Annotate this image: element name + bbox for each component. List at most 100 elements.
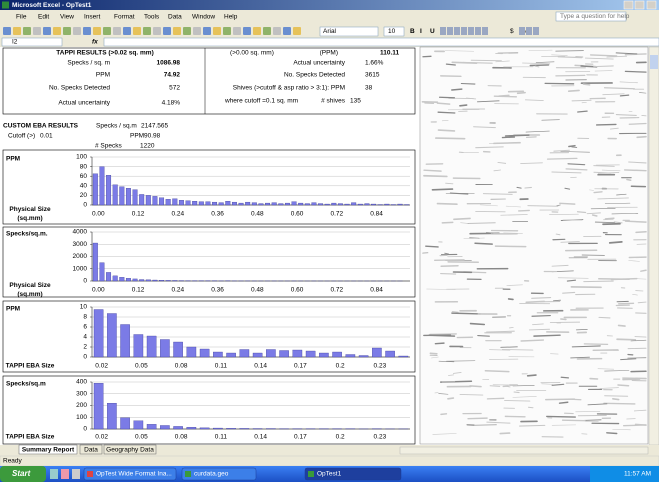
toolbar-icon[interactable] — [73, 27, 81, 35]
toolbar-icon[interactable] — [468, 27, 474, 35]
toolbar-icon[interactable] — [103, 27, 111, 35]
minimize-button[interactable] — [624, 1, 633, 9]
format-button[interactable]: U — [430, 28, 435, 35]
toolbar-icon[interactable] — [123, 27, 131, 35]
x-tick-label: 0.17 — [294, 434, 307, 441]
x-tick-label: 0.11 — [215, 363, 228, 370]
x-tick-label: 0.2 — [336, 434, 345, 441]
speck — [528, 375, 536, 376]
toolbar-icon[interactable] — [213, 27, 221, 35]
toolbar-icon[interactable] — [482, 27, 488, 35]
toolbar-icon[interactable] — [233, 27, 241, 35]
menu-item[interactable]: Edit — [38, 14, 49, 21]
scroll-thumb[interactable] — [650, 55, 658, 69]
formula-input[interactable] — [104, 38, 659, 46]
toolbar-icon[interactable] — [193, 27, 201, 35]
y-tick-label: 200 — [76, 402, 87, 409]
task-label: OpTest Wide Format Ina... — [96, 471, 172, 478]
toolbar-icon[interactable] — [519, 27, 525, 35]
quick-launch[interactable] — [61, 469, 69, 479]
toolbar-icon[interactable] — [93, 27, 101, 35]
toolbar-icon[interactable] — [283, 27, 291, 35]
speck — [603, 224, 620, 225]
speck — [613, 399, 619, 400]
toolbar-icon[interactable] — [63, 27, 71, 35]
y-tick-label: 4 — [83, 334, 87, 341]
close-button[interactable] — [647, 1, 656, 9]
menu-item[interactable]: View — [60, 14, 74, 21]
format-button[interactable]: I — [420, 28, 422, 35]
speck — [563, 292, 575, 293]
bar — [146, 280, 151, 281]
x-axis-title: Physical Size — [9, 206, 51, 213]
toolbar-icon[interactable] — [163, 27, 171, 35]
menu-item[interactable]: Data — [168, 14, 182, 21]
name-box[interactable] — [2, 38, 62, 46]
bar — [113, 185, 118, 205]
toolbar-icon[interactable] — [143, 27, 151, 35]
menu-item[interactable]: Window — [192, 14, 215, 21]
toolbar-icon[interactable] — [533, 27, 539, 35]
bar — [94, 310, 103, 358]
quick-launch[interactable] — [50, 469, 58, 479]
speck — [432, 189, 452, 190]
toolbar-icon[interactable] — [133, 27, 141, 35]
clock: 11:57 AM — [624, 471, 651, 478]
speck — [468, 418, 487, 419]
toolbar-icon[interactable] — [273, 27, 281, 35]
speck — [618, 385, 629, 386]
toolbar-icon[interactable] — [83, 27, 91, 35]
maximize-button[interactable] — [635, 1, 644, 9]
all-label: Actual uncertainty — [293, 60, 345, 67]
menu-item[interactable]: Insert — [84, 14, 100, 21]
format-button[interactable]: $ — [510, 28, 514, 35]
bar — [240, 428, 249, 429]
toolbar-icon[interactable] — [153, 27, 161, 35]
toolbar-icon[interactable] — [43, 27, 51, 35]
x-tick-label: 0.36 — [211, 211, 224, 218]
toolbar-icon[interactable] — [440, 27, 446, 35]
toolbar-icon[interactable] — [223, 27, 231, 35]
x-tick-label: 0.12 — [132, 211, 145, 218]
custom-value: 2147.565 — [141, 123, 168, 130]
menu-item[interactable]: Format — [114, 14, 135, 21]
toolbar-icon[interactable] — [33, 27, 41, 35]
custom-label: Specks / sq.m — [96, 123, 137, 130]
horizontal-scrollbar[interactable] — [400, 447, 648, 454]
toolbar-icon[interactable] — [113, 27, 121, 35]
menu-item[interactable]: Help — [224, 14, 238, 21]
toolbar-icon[interactable] — [475, 27, 481, 35]
speck — [454, 218, 470, 219]
x-tick-label: 0.72 — [330, 211, 343, 218]
toolbar-icon[interactable] — [293, 27, 301, 35]
menu-item[interactable]: Tools — [144, 14, 160, 21]
speck — [528, 206, 558, 207]
toolbar-icon[interactable] — [454, 27, 460, 35]
vertical-scrollbar[interactable] — [649, 47, 659, 445]
custom-label: PPM — [130, 133, 144, 140]
bar — [346, 355, 355, 358]
menu-item[interactable]: File — [16, 14, 27, 21]
chart-box — [3, 301, 415, 372]
toolbar-icon[interactable] — [526, 27, 532, 35]
tappi-value: 74.92 — [164, 72, 181, 79]
toolbar-icon[interactable] — [3, 27, 11, 35]
toolbar-icon[interactable] — [263, 27, 271, 35]
bar — [252, 203, 257, 205]
toolbar-icon[interactable] — [253, 27, 261, 35]
toolbar-icon[interactable] — [173, 27, 181, 35]
toolbar-icon[interactable] — [461, 27, 467, 35]
format-button[interactable]: B — [410, 28, 415, 35]
toolbar-icon[interactable] — [53, 27, 61, 35]
toolbar-icon[interactable] — [23, 27, 31, 35]
toolbar-icon[interactable] — [13, 27, 21, 35]
toolbar-icon[interactable] — [447, 27, 453, 35]
toolbar-icon[interactable] — [203, 27, 211, 35]
chart: PPMTAPPI EBA Size02468100.020.050.080.11… — [3, 301, 415, 372]
toolbar-icon[interactable] — [243, 27, 251, 35]
toolbar-icon[interactable] — [183, 27, 191, 35]
y-tick-label: 40 — [80, 183, 88, 190]
quick-launch[interactable] — [72, 469, 80, 479]
bar — [119, 277, 124, 281]
bar — [226, 428, 235, 429]
